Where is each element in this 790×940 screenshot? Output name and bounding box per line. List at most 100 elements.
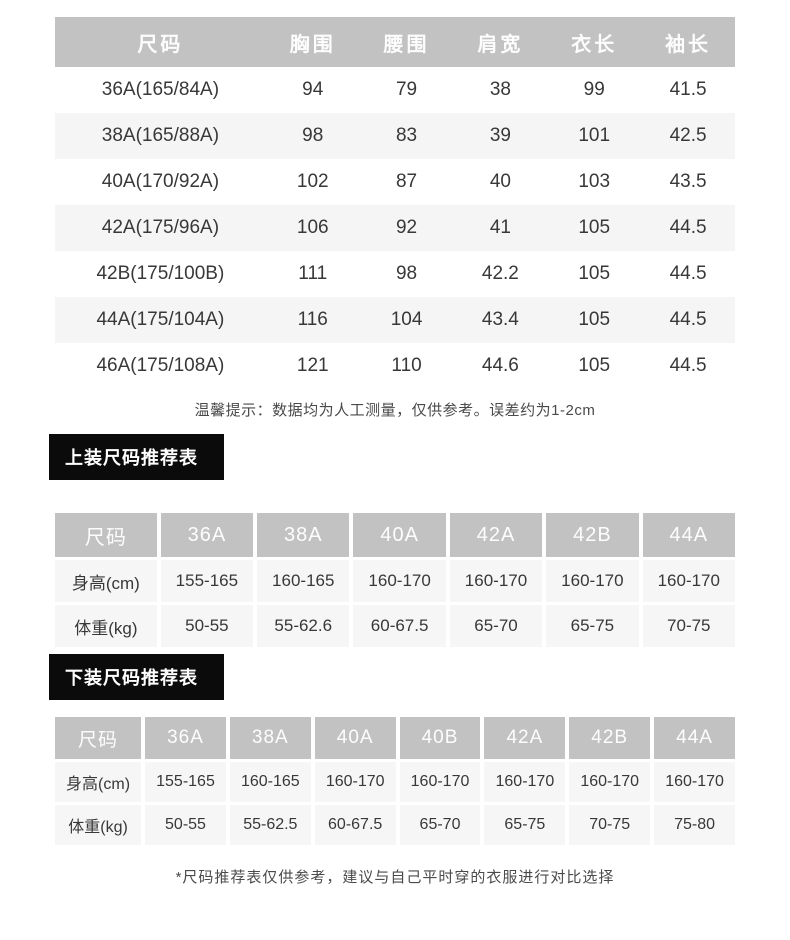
header-40a: 40A: [314, 717, 396, 759]
weight-cell: 65-75: [484, 805, 566, 845]
height-row: 身高(cm) 155-165 160-165 160-170 160-170 1…: [55, 560, 735, 602]
chest-cell: 98: [265, 113, 360, 159]
height-cell: 160-165: [257, 560, 350, 602]
header-42a: 42A: [449, 513, 543, 557]
tops-header-row: 尺码 36A 38A 40A 42A 42B 44A: [55, 513, 735, 557]
waist-cell: 98: [395, 263, 418, 284]
header-38a: 38A: [257, 513, 350, 557]
header-size: 尺码: [55, 17, 266, 67]
table-row: 44A(175/104A) 116 104 43.4 105 44.5: [55, 297, 735, 343]
height-cell: 160-170: [314, 762, 396, 802]
shoulder-cell: 42.2: [481, 263, 519, 284]
table-row: 46A(175/108A) 121 110 44.6 105 44.5: [55, 343, 735, 389]
sleeve-cell: 42.5: [641, 113, 735, 159]
header-36a: 36A: [160, 513, 254, 557]
header-size: 尺码: [55, 717, 142, 759]
garment-measurement-table: 尺码 胸围 腰围 肩宽 衣长 袖长 36A(165/84A) 94 79 38 …: [55, 17, 735, 389]
weight-cell: 50-55: [145, 805, 226, 845]
waist-cell: 79: [395, 79, 418, 100]
length-cell: 103: [578, 171, 611, 192]
header-waist: 腰围: [359, 17, 454, 67]
row-label: 体重(kg): [55, 605, 157, 647]
row-label: 身高(cm): [55, 762, 142, 802]
sleeve-cell: 44.5: [641, 205, 735, 251]
height-cell: 155-165: [160, 560, 254, 602]
length-cell: 105: [547, 205, 642, 251]
chest-cell: 94: [302, 79, 324, 100]
measurement-disclaimer: 温馨提示：数据均为人工测量，仅供参考。误差约为1-2cm: [194, 402, 596, 419]
height-cell: 160-170: [353, 560, 446, 602]
sleeve-cell: 44.5: [641, 297, 735, 343]
length-cell: 105: [547, 297, 642, 343]
shoulder-cell: 43.4: [453, 297, 548, 343]
shoulder-cell: 40: [489, 171, 511, 192]
shoulder-cell: 38: [489, 79, 511, 100]
length-cell: 105: [578, 263, 611, 284]
table-row: 40A(170/92A) 102 87 40 103 43.5: [55, 159, 735, 205]
table-row: 42A(175/96A) 106 92 41 105 44.5: [55, 205, 735, 251]
sleeve-cell: 43.5: [669, 171, 707, 192]
size-recommendation-disclaimer: *尺码推荐表仅供参考，建议与自己平时穿的衣服进行对比选择: [175, 869, 615, 886]
chest-cell: 111: [298, 263, 328, 284]
height-cell: 160-170: [399, 762, 481, 802]
size-cell: 42A(175/96A): [55, 205, 266, 251]
table-row: 36A(165/84A) 94 79 38 99 41.5: [55, 67, 735, 113]
weight-cell: 60-67.5: [314, 805, 396, 845]
weight-cell: 55-62.5: [229, 805, 311, 845]
bottoms-size-table: 尺码 36A 38A 40A 40B 42A 42B 44A 身高(cm) 15…: [51, 714, 739, 848]
chest-cell: 116: [265, 297, 360, 343]
weight-cell: 65-75: [546, 605, 639, 647]
header-shoulder: 肩宽: [453, 17, 548, 67]
header-length: 衣长: [547, 17, 642, 67]
height-cell: 160-170: [484, 762, 566, 802]
sleeve-cell: 44.5: [669, 263, 707, 284]
chest-cell: 121: [296, 355, 329, 376]
weight-cell: 75-80: [654, 805, 735, 845]
shoulder-cell: 44.6: [481, 355, 519, 376]
tops-size-label: 上装尺码推荐表: [49, 434, 224, 480]
sleeve-cell: 41.5: [669, 79, 707, 100]
measurement-header-row: 尺码 胸围 腰围 肩宽 衣长 袖长: [55, 17, 735, 67]
waist-cell: 92: [359, 205, 454, 251]
height-cell: 160-170: [654, 762, 735, 802]
sleeve-cell: 44.5: [669, 355, 707, 376]
header-44a: 44A: [654, 717, 735, 759]
weight-row: 体重(kg) 50-55 55-62.5 60-67.5 65-70 65-75…: [55, 805, 735, 845]
header-40a: 40A: [353, 513, 446, 557]
header-38a: 38A: [229, 717, 311, 759]
header-42b: 42B: [546, 513, 639, 557]
header-chest: 胸围: [265, 17, 360, 67]
weight-cell: 60-67.5: [353, 605, 446, 647]
table-row: 38A(165/88A) 98 83 39 101 42.5: [55, 113, 735, 159]
bottoms-size-label: 下装尺码推荐表: [49, 654, 224, 700]
height-row: 身高(cm) 155-165 160-165 160-170 160-170 1…: [55, 762, 735, 802]
row-label: 体重(kg): [55, 805, 142, 845]
header-44a: 44A: [642, 513, 735, 557]
height-cell: 160-170: [569, 762, 651, 802]
table-row: 42B(175/100B) 111 98 42.2 105 44.5: [55, 251, 735, 297]
header-42b: 42B: [569, 717, 651, 759]
weight-cell: 55-62.6: [257, 605, 350, 647]
header-36a: 36A: [145, 717, 226, 759]
weight-cell: 65-70: [399, 805, 481, 845]
size-cell: 40A(170/92A): [101, 171, 220, 192]
weight-cell: 50-55: [160, 605, 254, 647]
size-chart-page: 尺码 胸围 腰围 肩宽 衣长 袖长 36A(165/84A) 94 79 38 …: [49, 17, 739, 886]
bottoms-header-row: 尺码 36A 38A 40A 40B 42A 42B 44A: [55, 717, 735, 759]
tops-size-table: 尺码 36A 38A 40A 42A 42B 44A 身高(cm) 155-16…: [51, 510, 739, 650]
size-cell: 44A(175/104A): [55, 297, 266, 343]
size-cell: 36A(165/84A): [101, 79, 220, 100]
row-label: 身高(cm): [55, 560, 157, 602]
weight-cell: 65-70: [449, 605, 543, 647]
shoulder-cell: 41: [453, 205, 548, 251]
weight-cell: 70-75: [569, 805, 651, 845]
waist-cell: 104: [359, 297, 454, 343]
height-cell: 160-170: [642, 560, 735, 602]
size-cell: 42B(175/100B): [96, 263, 225, 284]
header-size: 尺码: [55, 513, 157, 557]
chest-cell: 106: [265, 205, 360, 251]
waist-cell: 83: [359, 113, 454, 159]
height-cell: 155-165: [145, 762, 226, 802]
height-cell: 160-170: [546, 560, 639, 602]
weight-row: 体重(kg) 50-55 55-62.6 60-67.5 65-70 65-75…: [55, 605, 735, 647]
